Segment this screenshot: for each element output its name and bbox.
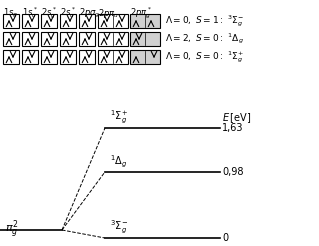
Text: 0: 0 [222, 233, 228, 243]
Text: ${}^{1}\Sigma_{g}^{+}$: ${}^{1}\Sigma_{g}^{+}$ [110, 108, 128, 126]
Text: ${}^{3}\Sigma_{g}^{-}$: ${}^{3}\Sigma_{g}^{-}$ [110, 219, 128, 236]
Text: $\pi_g^2$: $\pi_g^2$ [5, 219, 18, 241]
Text: $1s_g$: $1s_g$ [3, 6, 18, 19]
Text: $2p\sigma_g$: $2p\sigma_g$ [79, 6, 100, 19]
FancyBboxPatch shape [3, 32, 19, 46]
FancyBboxPatch shape [22, 32, 38, 46]
Text: $2p\pi_g^*$: $2p\pi_g^*$ [130, 5, 152, 21]
FancyBboxPatch shape [41, 32, 57, 46]
FancyBboxPatch shape [60, 14, 76, 28]
FancyBboxPatch shape [60, 32, 76, 46]
Text: $\Lambda=2,\ S=0:\ {}^{1}\Delta_{g}$: $\Lambda=2,\ S=0:\ {}^{1}\Delta_{g}$ [165, 32, 244, 46]
FancyBboxPatch shape [41, 14, 57, 28]
FancyBboxPatch shape [22, 14, 38, 28]
FancyBboxPatch shape [130, 32, 160, 46]
FancyBboxPatch shape [60, 50, 76, 64]
Text: $2p\pi_u$: $2p\pi_u$ [98, 6, 119, 19]
Text: $2s_g^*$: $2s_g^*$ [41, 5, 57, 21]
FancyBboxPatch shape [130, 14, 160, 28]
FancyBboxPatch shape [41, 50, 57, 64]
FancyBboxPatch shape [79, 14, 95, 28]
FancyBboxPatch shape [79, 32, 95, 46]
FancyBboxPatch shape [98, 32, 128, 46]
FancyBboxPatch shape [130, 50, 160, 64]
Text: ${}^{1}\Delta_{g}$: ${}^{1}\Delta_{g}$ [110, 154, 128, 170]
Text: $2s_u^*$: $2s_u^*$ [60, 6, 76, 20]
FancyBboxPatch shape [98, 50, 128, 64]
Text: $E\,[\mathrm{eV}]$: $E\,[\mathrm{eV}]$ [222, 111, 251, 125]
FancyBboxPatch shape [3, 50, 19, 64]
Text: $\Lambda=0,\ S=1:\ {}^{3}\Sigma_{g}^{-}$: $\Lambda=0,\ S=1:\ {}^{3}\Sigma_{g}^{-}$ [165, 13, 244, 29]
Text: $\Lambda=0,\ S=0:\ {}^{1}\Sigma_{g}^{+}$: $\Lambda=0,\ S=0:\ {}^{1}\Sigma_{g}^{+}$ [165, 49, 244, 65]
FancyBboxPatch shape [3, 14, 19, 28]
FancyBboxPatch shape [22, 50, 38, 64]
FancyBboxPatch shape [79, 50, 95, 64]
Text: 0,98: 0,98 [222, 167, 243, 177]
FancyBboxPatch shape [98, 14, 128, 28]
Text: 1,63: 1,63 [222, 123, 243, 133]
Text: $1s_u^*$: $1s_u^*$ [22, 6, 38, 20]
